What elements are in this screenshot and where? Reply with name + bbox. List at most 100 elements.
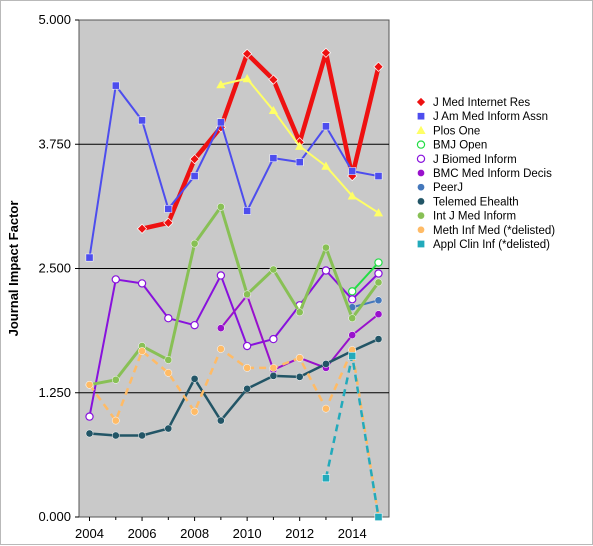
data-point bbox=[269, 364, 278, 372]
data-point bbox=[348, 295, 357, 304]
data-point bbox=[190, 407, 199, 416]
data-point bbox=[320, 47, 332, 58]
legend-marker bbox=[416, 125, 426, 134]
data-point bbox=[111, 416, 120, 425]
x-tick-label: 2006 bbox=[128, 526, 157, 541]
data-point bbox=[85, 429, 94, 438]
legend-marker bbox=[417, 211, 425, 220]
data-point bbox=[322, 404, 330, 413]
data-point bbox=[374, 335, 383, 343]
data-point bbox=[138, 347, 146, 355]
data-point bbox=[242, 341, 252, 351]
legend-item: Meth Inf Med (*delisted) bbox=[417, 225, 555, 237]
legend-marker bbox=[415, 96, 427, 108]
data-point bbox=[190, 172, 199, 180]
y-tick-label: 1.250 bbox=[38, 385, 71, 400]
legend-label: Plos One bbox=[433, 125, 480, 137]
data-point bbox=[85, 253, 94, 262]
legend-label: PeerJ bbox=[433, 182, 463, 194]
data-point bbox=[217, 324, 225, 332]
x-tick-label: 2004 bbox=[75, 526, 104, 541]
data-point bbox=[111, 375, 120, 384]
legend-item: Telemed Ehealth bbox=[417, 196, 519, 208]
x-tick-label: 2014 bbox=[338, 526, 367, 541]
data-point bbox=[136, 223, 148, 234]
data-point bbox=[242, 74, 252, 83]
data-point bbox=[85, 380, 94, 389]
data-point bbox=[348, 352, 357, 360]
y-tick-label: 3.750 bbox=[38, 136, 71, 151]
x-tick-label: 2008 bbox=[180, 526, 209, 541]
data-point bbox=[111, 275, 120, 284]
y-tick-label: 2.500 bbox=[38, 261, 71, 276]
legend-label: J Med Internet Res bbox=[433, 97, 530, 109]
legend-item: BMC Med Inform Decis bbox=[417, 168, 552, 180]
data-point bbox=[138, 116, 146, 125]
data-point bbox=[374, 269, 383, 278]
data-point bbox=[373, 208, 384, 217]
legend-marker bbox=[417, 240, 425, 248]
legend-item: J Biomed Inform bbox=[416, 154, 517, 166]
legend-label: Meth Inf Med (*delisted) bbox=[433, 225, 555, 237]
data-point bbox=[138, 431, 146, 440]
data-point bbox=[347, 191, 357, 200]
data-point bbox=[217, 416, 225, 425]
series-10 bbox=[322, 352, 383, 521]
data-point bbox=[374, 258, 383, 267]
legend-item: PeerJ bbox=[417, 182, 463, 194]
legend-marker bbox=[416, 140, 426, 149]
legend-label: BMC Med Inform Decis bbox=[433, 168, 552, 180]
legend-marker bbox=[417, 169, 425, 177]
legend-marker bbox=[417, 112, 425, 121]
data-point bbox=[164, 314, 173, 323]
data-point bbox=[217, 345, 225, 353]
data-point bbox=[190, 239, 199, 248]
legend-item: Int J Med Inform bbox=[417, 211, 516, 223]
series-line bbox=[351, 261, 380, 293]
legend-label: J Biomed Inform bbox=[433, 154, 517, 166]
data-point bbox=[189, 154, 200, 165]
series-2 bbox=[216, 74, 384, 217]
legend-marker bbox=[417, 197, 425, 206]
data-point bbox=[322, 474, 330, 483]
data-point bbox=[164, 205, 173, 213]
series-line bbox=[88, 84, 379, 258]
data-point bbox=[374, 310, 383, 319]
data-point bbox=[374, 172, 383, 180]
data-point bbox=[137, 279, 147, 288]
data-point bbox=[374, 296, 383, 305]
data-point bbox=[217, 118, 225, 127]
data-point bbox=[190, 320, 199, 330]
data-point bbox=[216, 80, 226, 89]
legend-item: Appl Clin Inf (*delisted) bbox=[417, 239, 550, 251]
data-point bbox=[243, 290, 251, 299]
legend-marker bbox=[417, 183, 425, 192]
data-point bbox=[243, 364, 251, 372]
series-3 bbox=[348, 258, 383, 296]
legend-item: J Am Med Inform Assn bbox=[417, 111, 548, 123]
y-axis-title: Journal Impact Factor bbox=[6, 201, 21, 337]
y-tick-label: 5.000 bbox=[38, 12, 71, 27]
data-point bbox=[164, 424, 173, 433]
legend-label: Appl Clin Inf (*delisted) bbox=[433, 239, 550, 251]
series-line bbox=[89, 337, 380, 437]
data-point bbox=[85, 412, 94, 421]
data-point bbox=[217, 203, 225, 211]
data-point bbox=[374, 278, 383, 287]
data-point bbox=[163, 217, 174, 228]
data-point bbox=[295, 354, 304, 362]
data-point bbox=[348, 167, 357, 175]
legend-item: J Med Internet Res bbox=[415, 96, 530, 109]
legend-label: Telemed Ehealth bbox=[433, 196, 519, 208]
legend-marker bbox=[416, 154, 426, 163]
data-point bbox=[295, 308, 304, 317]
series-line bbox=[88, 347, 380, 518]
data-point bbox=[295, 141, 305, 150]
y-tick-label: 0.000 bbox=[38, 509, 71, 524]
legend-label: BMJ Open bbox=[433, 140, 487, 152]
data-point bbox=[269, 372, 278, 380]
data-point bbox=[111, 81, 120, 90]
series-line bbox=[351, 299, 379, 309]
